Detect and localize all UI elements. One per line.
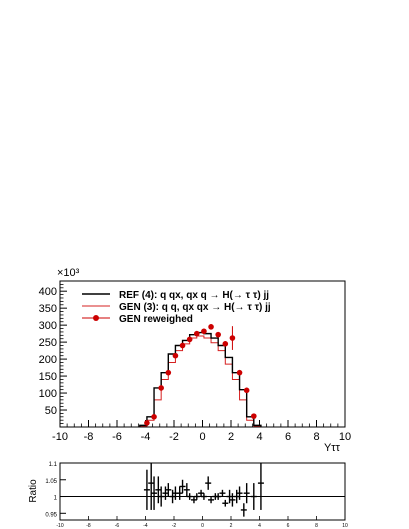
y-tick-label: 400 bbox=[39, 286, 57, 298]
x-tick-label: -8 bbox=[84, 431, 94, 443]
x-tick-label: -2 bbox=[169, 431, 179, 443]
legend-label-ref: REF (4): q qx, qx q → H(→ τ τ) jj bbox=[119, 290, 269, 301]
reweighed-point bbox=[144, 420, 150, 426]
ratio-y-axis: 0.95 1 1.05 1.1 bbox=[45, 462, 66, 518]
main-y-axis: 50 100 150 200 250 300 350 400 bbox=[39, 283, 67, 425]
ratio-x-tick-label: -6 bbox=[115, 523, 120, 529]
ratio-x-tick-label: -2 bbox=[172, 523, 177, 529]
reweighed-point bbox=[236, 369, 243, 376]
reweighed-point bbox=[229, 335, 236, 341]
reweighed-point bbox=[215, 331, 221, 338]
main-x-axis: -10 -8 -6 -4 -2 0 2 4 6 8 10 bbox=[52, 420, 351, 443]
reweighed-point bbox=[172, 352, 179, 359]
histograms bbox=[139, 331, 262, 427]
reweighed-point bbox=[179, 342, 186, 349]
ratio-y-tick-label: 0.95 bbox=[45, 512, 57, 518]
ratio-panel: Ratio 0.95 1 1.05 1.1 -10 -8 -6 -4 -2 0 2 4 6 8 10 bbox=[28, 462, 348, 529]
x-axis-label: Yττ bbox=[324, 442, 341, 454]
x-tick-label: -10 bbox=[52, 431, 68, 443]
y-tick-label: 200 bbox=[39, 354, 57, 366]
y-tick-label: 300 bbox=[39, 320, 57, 332]
gen-histogram bbox=[139, 335, 262, 427]
ratio-y-tick-label: 1.1 bbox=[49, 462, 58, 468]
reweighed-point bbox=[158, 385, 164, 391]
ratio-x-axis: -10 -8 -6 -4 -2 0 2 4 6 8 10 bbox=[56, 516, 348, 529]
legend: REF (4): q qx, qx q → H(→ τ τ) jj GEN (3… bbox=[82, 290, 271, 325]
ratio-x-tick-label: 0 bbox=[201, 523, 204, 529]
ratio-x-tick-label: -8 bbox=[86, 523, 91, 529]
reweighed-point bbox=[243, 387, 250, 394]
x-tick-label: -4 bbox=[141, 431, 151, 443]
reweighed-points bbox=[144, 324, 257, 426]
y-tick-label: 250 bbox=[39, 337, 57, 349]
y-exponent-label: ×10³ bbox=[57, 267, 80, 279]
ref-histogram bbox=[139, 331, 262, 427]
y-tick-label: 150 bbox=[39, 371, 57, 383]
ratio-points bbox=[143, 463, 264, 517]
ratio-x-tick-label: 10 bbox=[342, 523, 348, 529]
y-tick-label: 100 bbox=[39, 388, 57, 400]
x-tick-label: 0 bbox=[199, 431, 205, 443]
x-tick-label: 10 bbox=[339, 431, 351, 443]
reweighed-point bbox=[151, 414, 157, 420]
ratio-x-tick-label: 6 bbox=[287, 523, 290, 529]
x-tick-label: 4 bbox=[256, 431, 262, 443]
x-tick-label: 6 bbox=[285, 431, 291, 443]
ratio-x-tick-label: 4 bbox=[258, 523, 261, 529]
ratio-x-tick-label: -4 bbox=[143, 523, 148, 529]
reweighed-point bbox=[201, 328, 207, 335]
reweighed-point bbox=[222, 341, 229, 347]
reweighed-point bbox=[208, 324, 214, 330]
ratio-x-tick-label: 2 bbox=[230, 523, 233, 529]
reweighed-point bbox=[165, 369, 172, 376]
legend-marker-reweighed bbox=[93, 315, 99, 321]
y-tick-label: 350 bbox=[39, 303, 57, 315]
ratio-plot-frame bbox=[59, 462, 346, 521]
ratio-x-tick-label: 8 bbox=[315, 523, 318, 529]
y-tick-label: 50 bbox=[45, 405, 57, 417]
legend-label-reweighed: GEN reweighed bbox=[119, 314, 193, 325]
ratio-x-tick-label: -10 bbox=[56, 523, 63, 529]
ratio-y-tick-label: 1.05 bbox=[45, 479, 57, 485]
ratio-y-label: Ratio bbox=[28, 479, 39, 503]
legend-label-gen: GEN (3): q q, qx qx → H(→ τ τ) jj bbox=[119, 302, 271, 313]
reweighed-point bbox=[194, 330, 200, 337]
x-tick-label: 8 bbox=[313, 431, 319, 443]
x-tick-label: -6 bbox=[112, 431, 122, 443]
ratio-y-tick-label: 1 bbox=[54, 496, 58, 502]
reweighed-point bbox=[186, 336, 193, 343]
reweighed-point bbox=[251, 413, 257, 419]
x-tick-label: 2 bbox=[228, 431, 234, 443]
